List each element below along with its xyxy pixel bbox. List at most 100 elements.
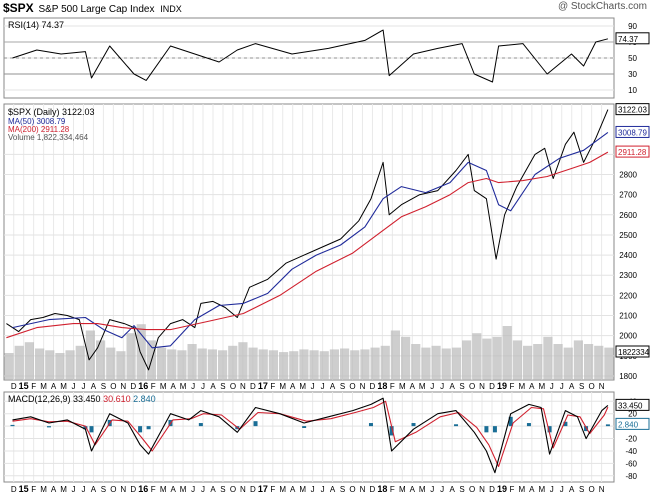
volume-bar [512, 340, 522, 380]
macd-x-tick-label: N [599, 485, 605, 494]
price-tick-label: 1800 [619, 372, 637, 381]
price-x-tick-label: J [550, 382, 554, 391]
index-name: S&P 500 Large Cap Index [38, 4, 155, 15]
macd-histogram-bar [411, 423, 416, 427]
macd-x-tick-label: A [91, 485, 97, 494]
macd-x-tick-label: D [370, 485, 376, 494]
volume-bar [350, 350, 360, 380]
price-tick-label: 2800 [619, 171, 637, 180]
macd-histogram-bar [10, 424, 15, 427]
price-x-tick-label: F [270, 382, 275, 391]
price-x-tick-label: A [290, 382, 296, 391]
price-x-tick-label: M [40, 382, 47, 391]
price-x-tick-label: M [279, 382, 286, 391]
macd-x-tick-label: M [538, 485, 545, 494]
macd-histogram-bar [368, 423, 373, 427]
volume-bar [533, 344, 543, 380]
volume-legend: Volume 1,822,334,464 [8, 133, 89, 142]
price-tick-label: 2100 [619, 312, 637, 321]
volume-bar [268, 350, 278, 380]
price-x-tick-label: A [51, 382, 57, 391]
macd-hist-last-value: 2.840 [618, 420, 639, 429]
price-legend: $SPX (Daily) 3122.03 [8, 107, 95, 117]
volume-bar [116, 351, 126, 380]
rsi-line [12, 29, 609, 83]
macd-x-tick-label: S [579, 485, 584, 494]
macd-x-tick-label: D [130, 485, 136, 494]
price-tick-label: 2000 [619, 332, 637, 341]
ma200-last-value-box [615, 145, 650, 158]
volume-bar [75, 345, 85, 380]
macd-histogram-bar [484, 426, 489, 433]
macd-x-tick-label: O [110, 485, 116, 494]
volume-bar [523, 345, 533, 380]
macd-histogram-bar [146, 426, 151, 430]
macd-tick-label: -80 [625, 472, 637, 481]
macd-x-tick-label: A [210, 485, 216, 494]
macd-x-tick-label: D [489, 485, 495, 494]
price-x-tick-label: J [191, 382, 195, 391]
volume-bar [573, 340, 583, 380]
macd-x-tick-label: J [430, 485, 434, 494]
price-x-tick-label: A [569, 382, 575, 391]
volume-bar [177, 350, 187, 380]
price-x-tick-label: D [130, 382, 136, 391]
exchange-label: INDX [160, 4, 182, 14]
macd-x-tick-label: J [311, 485, 315, 494]
price-tick-label: 2600 [619, 211, 637, 220]
price-x-tick-label: J [430, 382, 434, 391]
price-x-tick-label: A [449, 382, 455, 391]
macd-x-tick-label: S [220, 485, 225, 494]
macd-histogram-bar [492, 426, 497, 433]
price-x-tick-label: 15 [19, 381, 29, 391]
macd-x-tick-label: A [330, 485, 336, 494]
price-tick-label: 2500 [619, 231, 637, 240]
macd-x-tick-label: F [390, 485, 395, 494]
macd-x-tick-label: A [569, 485, 575, 494]
macd-x-tick-label: S [101, 485, 106, 494]
macd-x-tick-label: J [191, 485, 195, 494]
price-x-tick-label: S [579, 382, 584, 391]
macd-x-tick-label: D [11, 485, 17, 494]
price-last-value: 3122.03 [618, 106, 647, 115]
volume-bar [329, 349, 339, 380]
price-x-tick-label: 18 [377, 381, 387, 391]
volume-bar [207, 349, 217, 380]
macd-tick-label: 20 [628, 410, 637, 419]
macd-x-tick-label: M [399, 485, 406, 494]
volume-bar [553, 344, 563, 380]
macd-x-tick-label: O [230, 485, 236, 494]
macd-x-tick-label: O [349, 485, 355, 494]
price-x-tick-label: N [599, 382, 605, 391]
macd-x-tick-label: A [410, 485, 416, 494]
macd-histogram-bar [547, 426, 552, 433]
volume-bar [258, 349, 268, 380]
price-x-tick-label: 16 [138, 381, 148, 391]
ma50-legend: MA(50) 3008.79 [8, 117, 66, 126]
price-x-tick-label: S [101, 382, 106, 391]
macd-histogram-bar [198, 423, 203, 427]
volume-bar [4, 353, 14, 380]
price-line [6, 109, 609, 371]
rsi-last-value: 74.37 [618, 35, 639, 44]
volume-bar [218, 350, 228, 380]
price-x-tick-label: M [419, 382, 426, 391]
price-x-tick-label: F [31, 382, 36, 391]
macd-histogram-bar [605, 424, 610, 427]
price-tick-label: 2200 [619, 291, 637, 300]
price-x-tick-label: A [410, 382, 416, 391]
price-x-tick-label: N [120, 382, 126, 391]
volume-bar [136, 324, 146, 380]
price-x-tick-label: M [538, 382, 545, 391]
macd-histogram-bar [526, 423, 531, 427]
macd-x-tick-label: O [469, 485, 475, 494]
volume-last-value-box [615, 345, 650, 358]
price-x-tick-label: J [321, 382, 325, 391]
price-x-tick-label: A [529, 382, 535, 391]
macd-x-tick-label: 15 [19, 484, 29, 494]
macd-x-tick-label: S [340, 485, 345, 494]
macd-x-tick-label: J [321, 485, 325, 494]
macd-tick-label: -40 [625, 447, 637, 456]
price-x-tick-label: J [81, 382, 85, 391]
